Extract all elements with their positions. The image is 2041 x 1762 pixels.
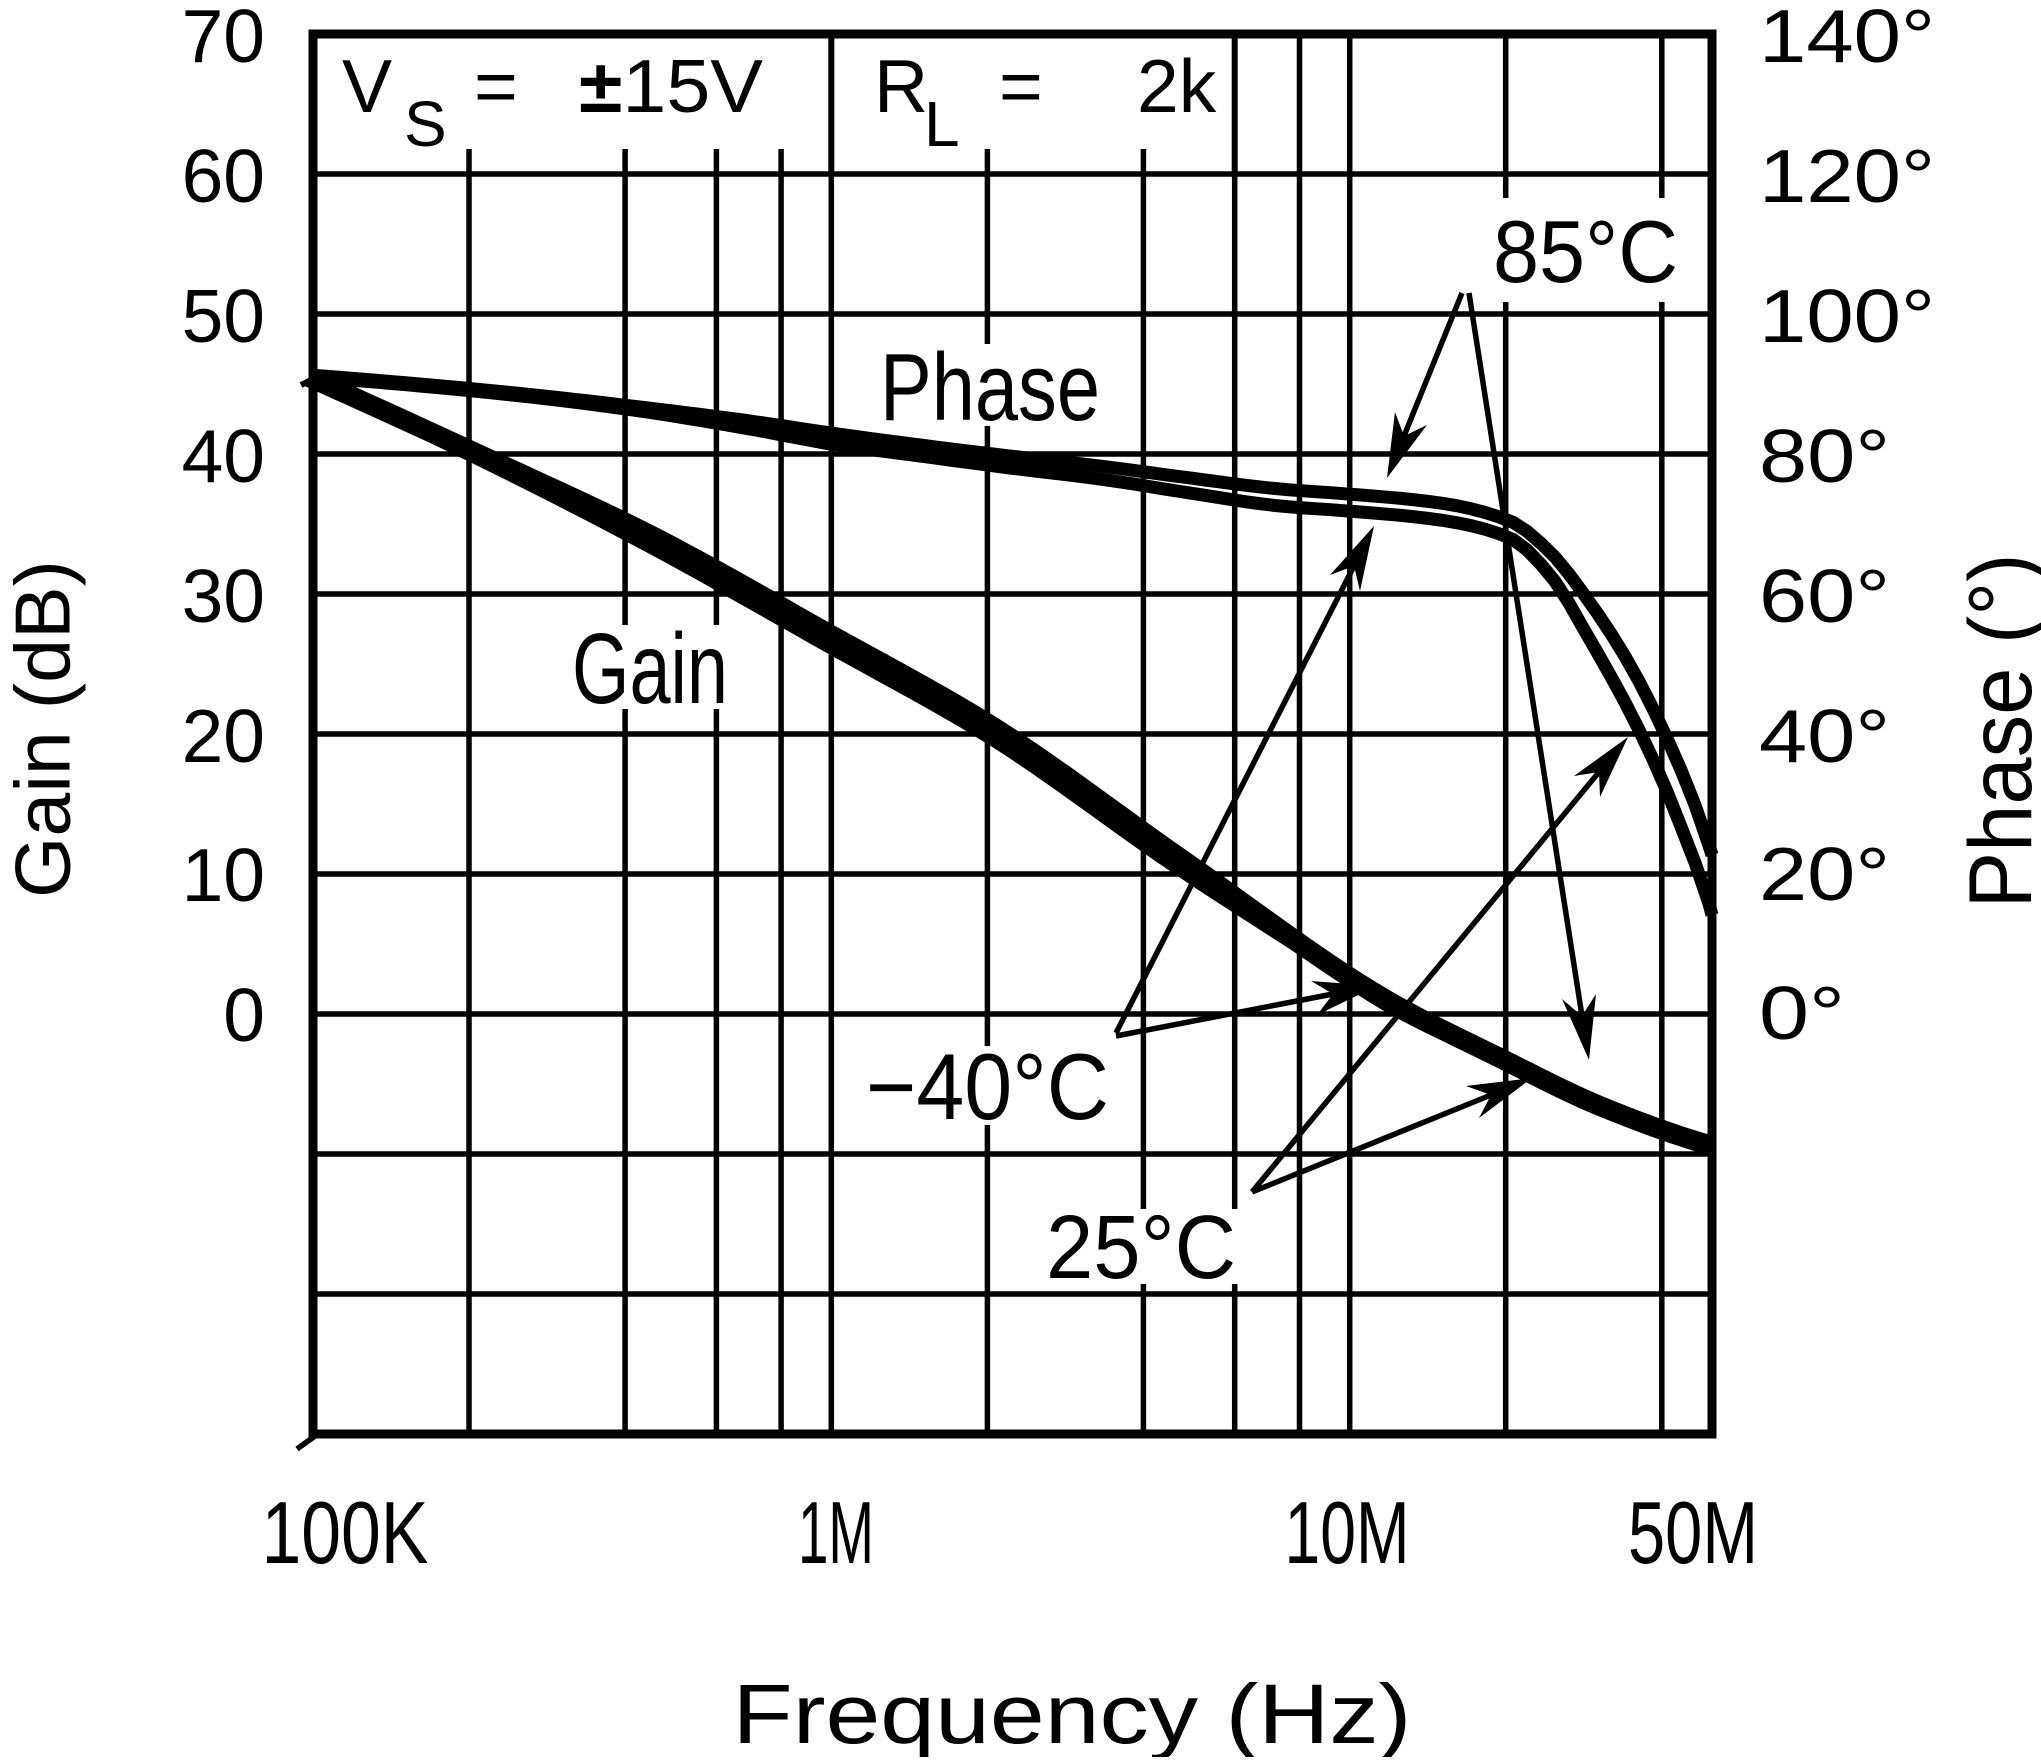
svg-text:50: 50: [182, 274, 265, 358]
svg-text:Gain (dB): Gain (dB): [0, 560, 87, 898]
svg-text:L: L: [924, 88, 960, 160]
svg-text:85°C: 85°C: [1493, 202, 1678, 301]
svg-text:Gain: Gain: [572, 613, 728, 725]
svg-text:60°: 60°: [1759, 554, 1890, 638]
svg-text:10: 10: [182, 833, 265, 917]
svg-text:10M: 10M: [1285, 1483, 1410, 1582]
svg-text:120°: 120°: [1759, 134, 1935, 218]
svg-text:=: =: [474, 44, 518, 128]
svg-text:Frequency (Hz): Frequency (Hz): [733, 1667, 1412, 1757]
svg-text:140°: 140°: [1759, 0, 1935, 78]
svg-text:40°: 40°: [1759, 694, 1890, 778]
svg-text:±15V: ±15V: [579, 44, 763, 128]
svg-text:V: V: [342, 44, 392, 128]
svg-text:50M: 50M: [1628, 1483, 1758, 1582]
svg-text:25°C: 25°C: [1046, 1198, 1236, 1298]
svg-text:R: R: [874, 44, 928, 128]
svg-text:Phase (°): Phase (°): [1950, 554, 2041, 909]
svg-text:80°: 80°: [1759, 414, 1890, 498]
svg-text:−40°C: −40°C: [866, 1034, 1109, 1139]
svg-text:1M: 1M: [798, 1483, 874, 1582]
svg-text:60: 60: [182, 134, 265, 218]
svg-text:40: 40: [182, 414, 265, 498]
svg-text:=: =: [999, 44, 1043, 128]
svg-text:20: 20: [182, 694, 265, 778]
svg-text:30: 30: [182, 554, 265, 638]
svg-text:20°: 20°: [1759, 832, 1890, 916]
svg-text:0: 0: [223, 973, 265, 1057]
svg-text:Phase: Phase: [880, 334, 1100, 441]
svg-text:2k: 2k: [1137, 44, 1217, 128]
svg-text:70: 70: [182, 0, 265, 78]
svg-text:0°: 0°: [1759, 971, 1845, 1055]
svg-text:S: S: [404, 88, 447, 160]
svg-text:100K: 100K: [262, 1483, 429, 1582]
svg-text:100°: 100°: [1759, 274, 1935, 358]
